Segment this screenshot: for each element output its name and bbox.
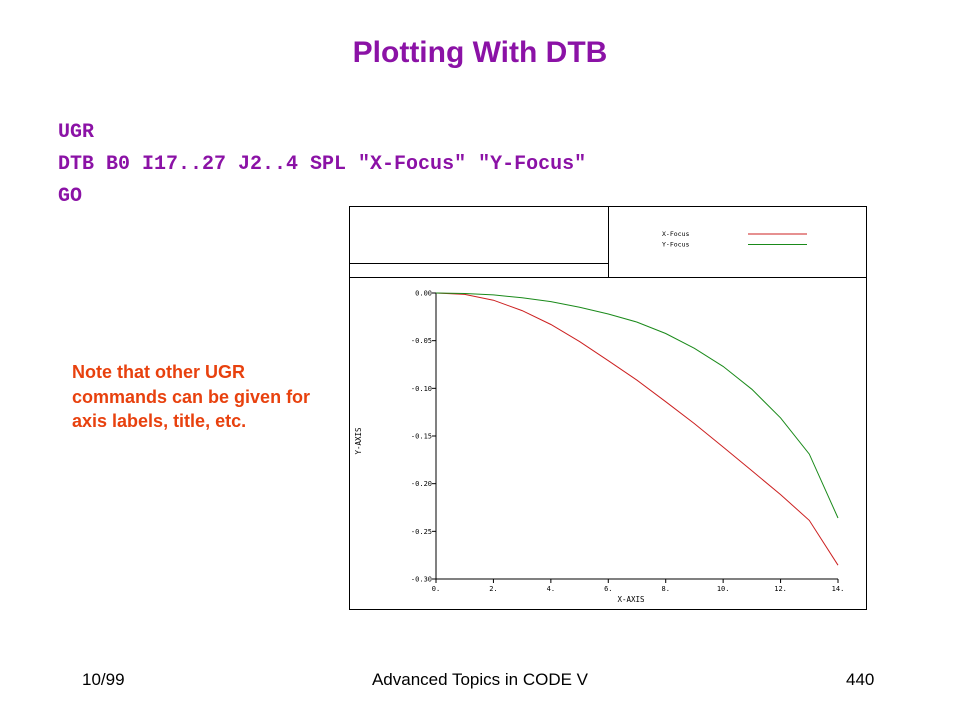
series-layer: [435, 292, 839, 566]
y-tick-label: -0.05: [411, 337, 432, 345]
legend-label: X-Focus: [662, 230, 689, 238]
x-tick-label: 14.: [832, 585, 845, 593]
code-line-dtb: DTB B0 I17..27 J2..4 SPL "X-Focus" "Y-Fo…: [58, 153, 587, 176]
note-text: Note that other UGR commands can be give…: [72, 362, 311, 431]
y-tick-label: -0.15: [411, 433, 432, 441]
x-axis-label: X-AXIS: [617, 595, 645, 604]
axes: 0.00 -0.05 -0.10 -0.15 -0.20 -0.25 -0.300. 2. 4.…: [354, 290, 844, 605]
series-line-y-focus: [435, 292, 839, 519]
footer-title: Advanced Topics in CODE V: [371, 670, 589, 689]
x-tick-label: 4.: [547, 585, 555, 593]
x-tick-label: 2.: [489, 585, 497, 593]
y-tick-label: -0.30: [411, 576, 432, 584]
y-tick-label: -0.20: [411, 480, 432, 488]
slide-title: Plotting With DTB: [352, 36, 608, 69]
x-tick-label: 10.: [717, 585, 730, 593]
footer-date: 10/99: [82, 670, 125, 689]
code-line-go: GO: [58, 185, 83, 208]
plot-frame: X-Focus Y-Focus 0.00 -0.05 -0.10 -0.15 -0.20 -…: [349, 206, 867, 610]
y-axis-label: Y-AXIS: [354, 427, 363, 455]
footer-page-number: 440: [846, 670, 875, 689]
legend-label: Y-Focus: [662, 241, 689, 249]
x-tick-label: 6.: [604, 585, 612, 593]
y-tick-label: 0.00: [415, 290, 432, 298]
x-tick-label: 12.: [774, 585, 787, 593]
x-tick-label: 0.: [432, 585, 440, 593]
series-line-x-focus: [435, 292, 839, 566]
code-line-ugr: UGR: [58, 121, 95, 144]
y-tick-label: -0.25: [411, 528, 432, 536]
x-tick-label: 8.: [661, 585, 669, 593]
legend: X-Focus Y-Focus: [662, 230, 807, 249]
y-tick-label: -0.10: [411, 385, 432, 393]
